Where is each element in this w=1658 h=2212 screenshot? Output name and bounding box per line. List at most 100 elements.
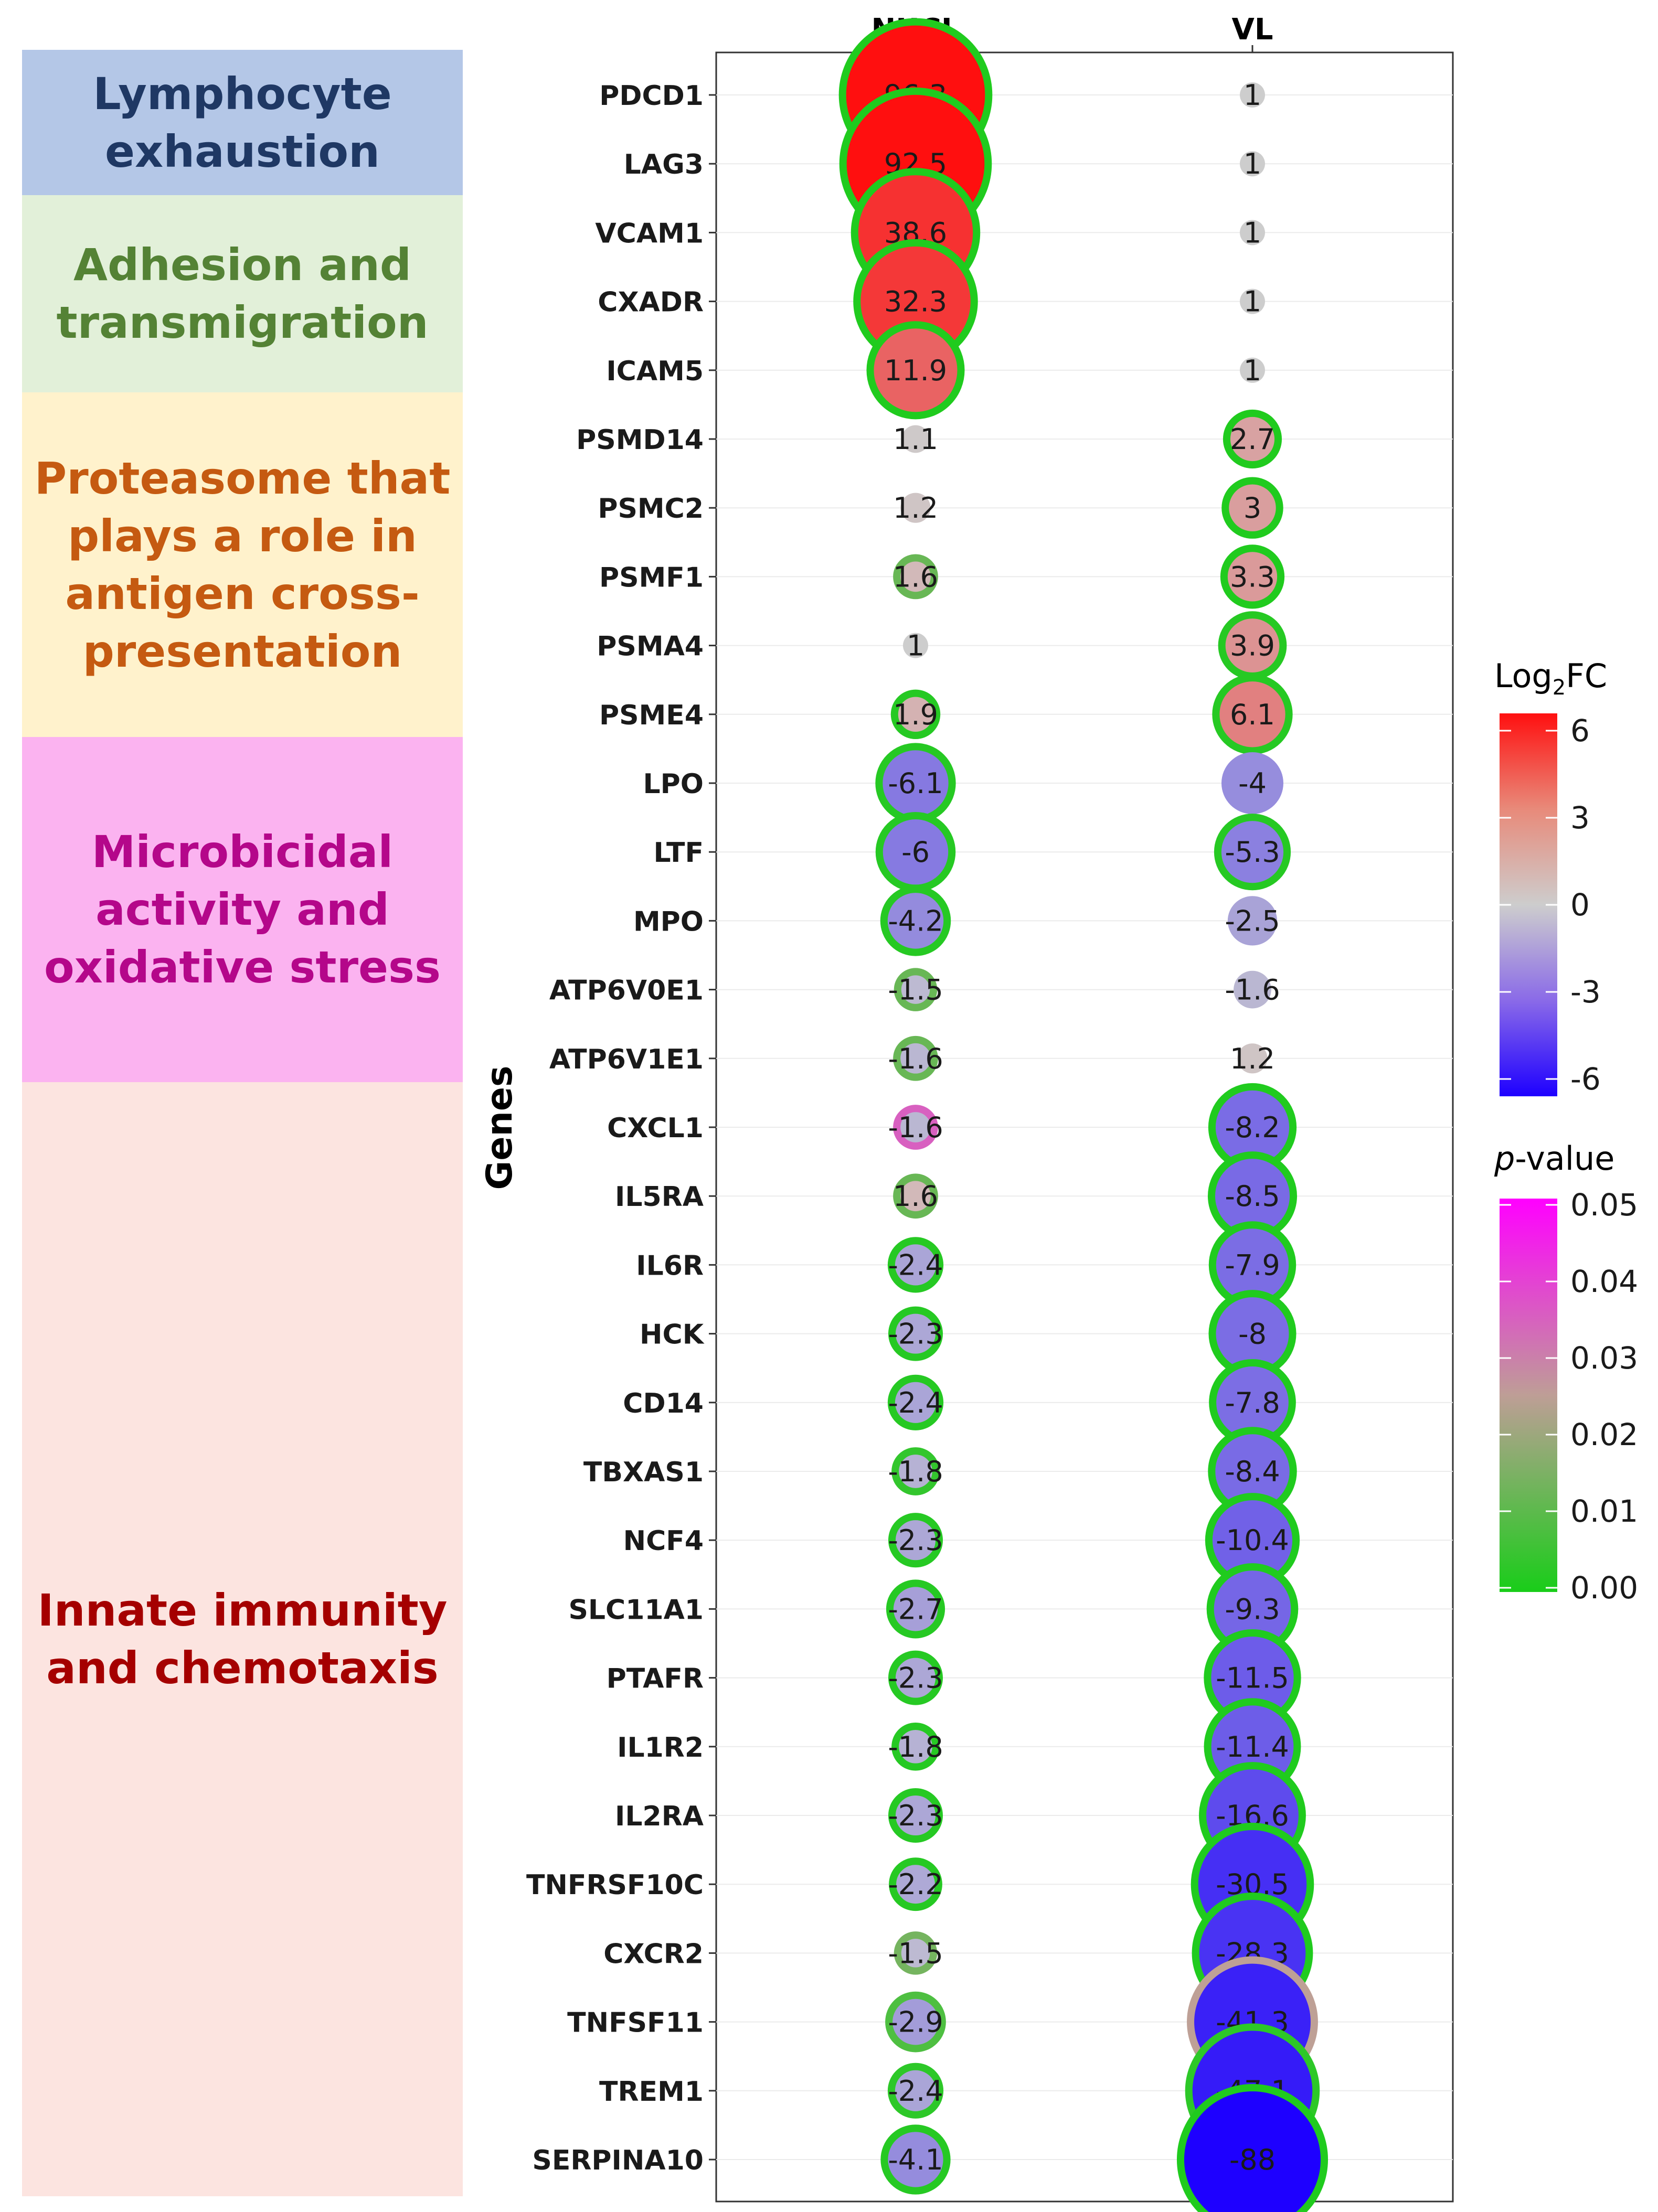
bubble-value: 32.3 <box>884 285 947 318</box>
gene-label: ATP6V0E1 <box>549 975 704 1007</box>
bubble-value: -6 <box>901 836 930 869</box>
bubble-value: 11.9 <box>884 354 947 387</box>
legend-p-tick-label: 0.02 <box>1570 1417 1638 1452</box>
bubble-value: -7.8 <box>1225 1386 1280 1419</box>
bubble-value: 1.6 <box>893 1180 938 1213</box>
gene-label: PSMA4 <box>597 631 704 662</box>
bubble-vl-serpina10 <box>1177 2084 1328 2212</box>
bubble-vl-ltf <box>1214 814 1291 891</box>
bubble-value: -11.5 <box>1216 1662 1289 1695</box>
gene-label: TNFSF11 <box>567 2007 704 2039</box>
bubble-value: 1.6 <box>893 560 938 593</box>
bubble-value: 6.1 <box>1230 698 1275 731</box>
bubble-value: -10.4 <box>1216 1524 1289 1557</box>
bubble-value: -9.3 <box>1225 1593 1280 1626</box>
category-panel-2: Proteasome that plays a role in antigen … <box>22 392 463 737</box>
bubble-value: -2.2 <box>888 1868 943 1901</box>
gene-label: LAG3 <box>624 149 704 180</box>
bubble-value: -7.9 <box>1225 1248 1280 1281</box>
gene-label: IL2RA <box>615 1801 704 1832</box>
bubble-nucl-tnfsf11 <box>885 1991 946 2053</box>
legend-fc-tick-label: 0 <box>1570 887 1590 923</box>
bubble-value: 1 <box>907 629 924 662</box>
bubble-value: -4 <box>1238 767 1267 800</box>
legend-fc-tick-label: -6 <box>1570 1061 1601 1097</box>
legend-p-tick-label: 0.01 <box>1570 1493 1638 1529</box>
gene-label: PDCD1 <box>599 80 704 112</box>
bubble-value: 1.2 <box>1230 1042 1275 1075</box>
bubble-vl-psmf1 <box>1220 544 1285 609</box>
category-label: Innate immunity and chemotaxis <box>37 1585 448 1694</box>
gene-label: PSMC2 <box>598 493 704 525</box>
legend-p-colorbar <box>1500 1199 1557 1592</box>
bubble-value: -5.3 <box>1225 836 1280 869</box>
gene-label: TREM1 <box>599 2076 704 2108</box>
gene-label: LTF <box>653 837 704 869</box>
legend-p-tick-label: 0.03 <box>1570 1340 1638 1376</box>
bubble-nucl-mpo <box>880 885 951 956</box>
bubble-value: 3.3 <box>1230 560 1275 593</box>
bubble-value: 1 <box>1244 285 1261 318</box>
category-label: Microbicidal activity and oxidative stre… <box>44 826 441 993</box>
gene-label: PSMF1 <box>599 562 704 593</box>
legend-fc-tick-label: 6 <box>1570 713 1590 749</box>
bubble-nucl-atp6v0e1 <box>894 968 938 1011</box>
gene-label: PSMD14 <box>576 424 704 456</box>
bubble-nucl-il1r2 <box>891 1722 940 1771</box>
bubble-nucl-cxcr2 <box>894 1931 938 1975</box>
bubble-value: -8.4 <box>1225 1455 1280 1488</box>
gene-label: ICAM5 <box>606 356 704 387</box>
legend-p-tick-label: 0.04 <box>1570 1264 1638 1299</box>
bubble-value: -2.4 <box>888 1386 943 1419</box>
gene-label: NCF4 <box>623 1525 704 1557</box>
bubble-nucl-atp6v1e1 <box>893 1035 938 1081</box>
gene-label: CXCR2 <box>603 1938 704 1970</box>
bubble-value: -1.5 <box>888 974 943 1007</box>
gene-label: PSME4 <box>599 700 704 731</box>
bubble-nucl-hck <box>888 1306 943 1361</box>
gene-label: MPO <box>633 906 704 937</box>
bubble-vl-pdcd1 <box>1240 82 1265 108</box>
bubble-value: -2.9 <box>888 2006 943 2039</box>
bubble-nucl-cd14 <box>887 1374 944 1430</box>
bubble-nucl-icam5 <box>866 321 965 420</box>
gene-label: TBXAS1 <box>583 1457 704 1488</box>
bubble-value: 1 <box>1244 147 1261 180</box>
bubble-value: 1.1 <box>893 423 938 456</box>
bubble-vl-atp6v1e1 <box>1237 1043 1268 1074</box>
bubble-nucl-il5ra <box>893 1173 938 1219</box>
bubble-value: -1.5 <box>888 1937 943 1970</box>
bubble-value: -1.6 <box>888 1111 943 1144</box>
bubble-value: -11.4 <box>1216 1730 1289 1764</box>
gene-label: IL5RA <box>615 1181 704 1213</box>
gene-label: ATP6V1E1 <box>549 1044 704 1075</box>
bubble-value: -4.2 <box>888 904 943 937</box>
bubble-vl-icam5 <box>1240 357 1265 383</box>
legend-fc-tick-label: -3 <box>1570 974 1601 1010</box>
bubble-value: -1.6 <box>888 1042 943 1075</box>
bubble-value: 1 <box>1244 354 1261 387</box>
bubble-nucl-cxcl1 <box>893 1105 938 1150</box>
category-panel-1: Adhesion and transmigration <box>22 195 463 392</box>
legend-p-tick-label: 0.00 <box>1570 1570 1638 1606</box>
bubble-vl-psme4 <box>1212 674 1293 755</box>
bubble-value: -1.8 <box>888 1730 943 1764</box>
gene-label: CXADR <box>598 287 704 318</box>
column-label: VL <box>1231 13 1273 47</box>
bubble-vl-atp6v0e1 <box>1234 970 1271 1009</box>
bubble-value: -1.6 <box>1225 974 1280 1007</box>
bubble-value: -2.3 <box>888 1662 943 1695</box>
bubble-value: -2.3 <box>888 1799 943 1832</box>
gene-label: CD14 <box>623 1388 704 1419</box>
bubble-nucl-psma4 <box>903 633 928 658</box>
bubble-value: -2.4 <box>888 2075 943 2108</box>
category-label: Lymphocyte exhaustion <box>93 68 392 177</box>
category-label: Proteasome that plays a role in antigen … <box>34 452 451 677</box>
bubble-value: 1.9 <box>893 698 938 731</box>
bubble-value: -8.5 <box>1225 1180 1280 1213</box>
legend-fc-title: Log2FC <box>1494 657 1607 700</box>
legend-p-tick-label: 0.05 <box>1570 1187 1638 1223</box>
category-panel-4: Innate immunity and chemotaxis <box>22 1082 463 2196</box>
gene-label: LPO <box>643 768 704 800</box>
